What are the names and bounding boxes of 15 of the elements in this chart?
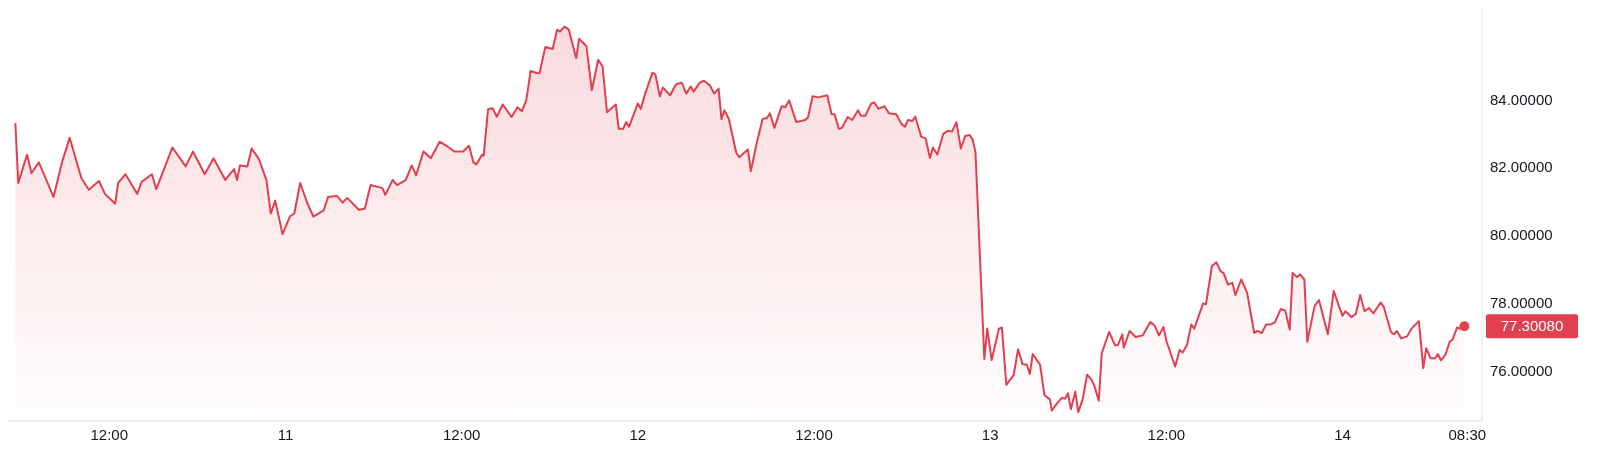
x-tick-label: 12:00: [90, 425, 129, 443]
y-tick-label: 78.00000: [1490, 293, 1553, 311]
x-tick-label: 14: [1334, 425, 1351, 443]
x-tick-label: 12:00: [1147, 425, 1186, 443]
x-tick-label: 11: [277, 425, 294, 443]
x-tick-label: 13: [981, 425, 999, 443]
y-tick-label: 80.00000: [1490, 226, 1553, 244]
y-tick-label: 76.00000: [1490, 361, 1553, 379]
y-tick-label: 84.00000: [1490, 90, 1553, 108]
x-tick-label: 08:30: [1448, 425, 1487, 443]
annotation: 77.30080: [1500, 317, 1564, 335]
x-tick-label: 12:00: [795, 425, 833, 443]
x-tick-label: 12:00: [442, 425, 481, 443]
y-tick-label: 82.00000: [1490, 158, 1553, 176]
x-tick-label: 12: [629, 425, 647, 443]
